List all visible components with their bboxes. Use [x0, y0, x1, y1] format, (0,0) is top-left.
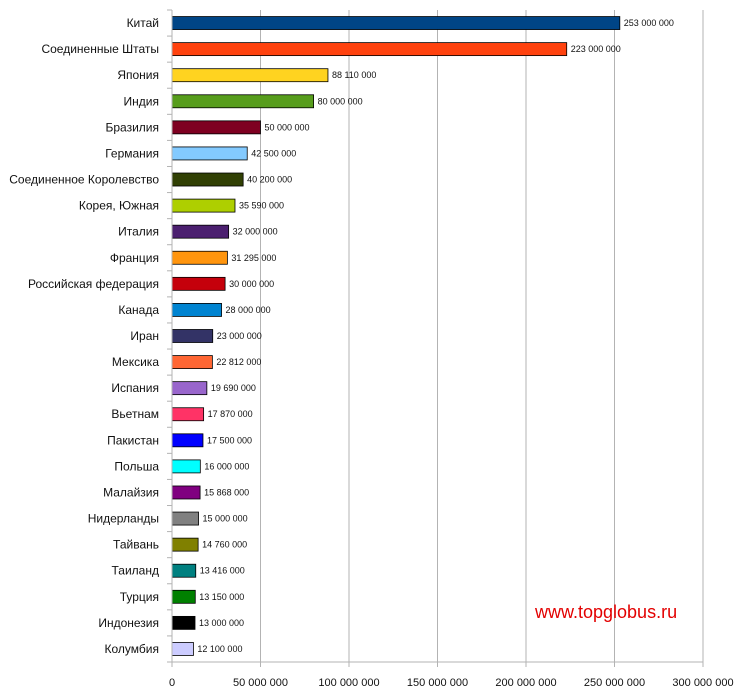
bar: [171, 16, 621, 30]
category-label: Корея, Южная: [79, 199, 159, 213]
value-label: 15 000 000: [203, 514, 248, 524]
bar: [171, 120, 261, 135]
bar: [171, 68, 329, 83]
value-label: 23 000 000: [217, 331, 262, 341]
category-label: Франция: [110, 251, 159, 265]
category-label: Пакистан: [107, 433, 159, 447]
bar: [171, 276, 226, 291]
axes: [167, 9, 704, 667]
bar: [171, 42, 568, 57]
bar: [171, 172, 244, 187]
value-label: 80 000 000: [318, 96, 363, 106]
category-label: Италия: [118, 225, 159, 239]
value-label: 31 295 000: [231, 253, 276, 263]
value-label: 35 590 000: [239, 201, 284, 211]
value-label: 13 416 000: [200, 566, 245, 576]
category-label: Соединенное Королевство: [9, 173, 159, 187]
bar: [171, 511, 199, 526]
value-label: 19 690 000: [211, 383, 256, 393]
bar: [171, 224, 230, 239]
bar: [171, 433, 204, 448]
bar: [171, 485, 201, 500]
bar: [171, 407, 205, 422]
bar: [171, 589, 196, 604]
value-label: 15 868 000: [204, 487, 249, 497]
category-label: Япония: [117, 68, 159, 82]
category-label: Польша: [114, 459, 159, 473]
x-tick-labels: 0 50 000 000 100 000 000 150 000 000 200 000…: [169, 677, 734, 689]
x-tick-label: 300 000 000: [672, 677, 733, 689]
category-label: Колумбия: [105, 642, 159, 656]
category-label: Вьетнам: [111, 407, 159, 421]
category-label: Мексика: [112, 355, 159, 369]
bar: [171, 303, 222, 317]
bar: [171, 459, 201, 474]
watermark: www.topglobus.ru: [534, 602, 677, 622]
value-label: 16 000 000: [204, 461, 249, 471]
x-tick-label: 0: [169, 677, 175, 689]
category-label: Индия: [124, 94, 159, 108]
value-labels: 253 000 000 223 000 000 88 110 000 80 000 0…: [197, 18, 673, 654]
value-label: 13 150 000: [199, 592, 244, 602]
category-label: Нидерланды: [88, 512, 159, 526]
category-label: Германия: [105, 146, 159, 160]
x-tick-label: 100 000 000: [318, 677, 379, 689]
value-label: 30 000 000: [229, 279, 274, 289]
bar: [171, 563, 197, 578]
value-label: 14 760 000: [202, 540, 247, 550]
bar: [171, 198, 236, 213]
value-label: 13 000 000: [199, 618, 244, 628]
bar: [171, 250, 228, 265]
category-labels: Китай Соединенные Штаты Япония Индия Бразили…: [9, 16, 159, 656]
value-label: 22 812 000: [216, 357, 261, 367]
value-label: 253 000 000: [624, 18, 674, 28]
category-label: Китай: [127, 16, 159, 30]
category-label: Турция: [120, 590, 159, 604]
bar: [171, 329, 214, 343]
category-label: Канада: [118, 303, 159, 317]
value-label: 223 000 000: [571, 44, 621, 54]
x-tick-label: 50 000 000: [233, 677, 288, 689]
category-label: Малайзия: [103, 485, 159, 499]
category-label: Бразилия: [106, 120, 160, 134]
value-label: 28 000 000: [226, 305, 271, 315]
value-label: 32 000 000: [233, 227, 278, 237]
value-label: 40 200 000: [247, 175, 292, 185]
bar: [171, 615, 196, 630]
x-tick-label: 250 000 000: [584, 677, 645, 689]
category-label: Испания: [111, 381, 159, 395]
category-label: Индонезия: [98, 616, 159, 630]
value-label: 88 110 000: [332, 70, 376, 80]
category-label: Таиланд: [112, 564, 159, 578]
bar: [171, 146, 248, 161]
x-tick-label: 150 000 000: [407, 677, 468, 689]
x-tick-label: 200 000 000: [495, 677, 556, 689]
value-label: 17 870 000: [208, 409, 253, 419]
category-label: Соединенные Штаты: [41, 42, 159, 56]
value-label: 17 500 000: [207, 435, 252, 445]
category-label: Иран: [130, 329, 159, 343]
bar: [171, 537, 199, 552]
bar: [171, 642, 194, 656]
value-label: 12 100 000: [197, 644, 242, 654]
bar: [171, 381, 208, 396]
bar: [171, 355, 213, 369]
value-label: 50 000 000: [265, 122, 310, 132]
category-label: Российская федерация: [28, 277, 159, 291]
value-label: 42 500 000: [251, 148, 296, 158]
bar: [171, 94, 315, 109]
grid-lines: [260, 10, 704, 662]
category-label: Тайвань: [113, 538, 159, 552]
